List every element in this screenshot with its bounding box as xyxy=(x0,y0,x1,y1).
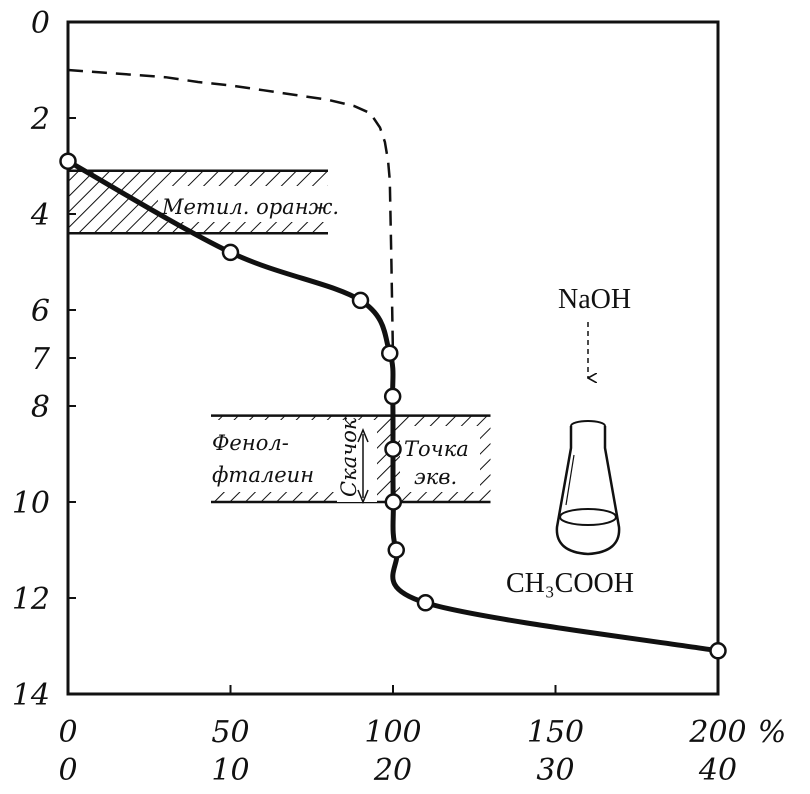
data-point xyxy=(221,243,240,262)
x-tick-label: 0 xyxy=(58,715,77,750)
data-point xyxy=(351,291,370,310)
indicator-zones xyxy=(68,169,491,504)
x-tick-label: 150 xyxy=(527,715,584,750)
analyte-label: CH₃COOH xyxy=(506,568,634,599)
flask-liquid-surface xyxy=(559,508,617,526)
x-tick-label: 50 xyxy=(211,715,249,750)
x2-tick-label: 10 xyxy=(211,753,249,788)
y-tick-label: 7 xyxy=(31,342,51,377)
data-point xyxy=(416,594,435,612)
flask-body xyxy=(555,426,621,556)
jump-label: Скачок xyxy=(337,417,361,497)
phenolphthalein-label-line2: фталеин xyxy=(212,463,314,487)
y-tick-label: 12 xyxy=(12,582,50,617)
data-point xyxy=(383,387,402,406)
x2-tick-label: 30 xyxy=(536,753,574,788)
y-tick-label: 6 xyxy=(31,294,50,329)
x2-tick-label: 20 xyxy=(373,753,412,788)
x2-tick-label: 0 xyxy=(58,753,77,788)
equivalence-label-line1: Точка xyxy=(404,437,469,461)
data-point xyxy=(709,642,727,660)
data-point xyxy=(387,541,405,559)
y-tick-label: 14 xyxy=(12,678,50,713)
strong-acid-curve xyxy=(67,68,395,512)
x-unit-label: % xyxy=(758,715,787,750)
data-point xyxy=(384,440,402,458)
jump-label-bg xyxy=(337,420,377,502)
y-tick-label: 8 xyxy=(31,390,50,425)
data-point xyxy=(384,493,403,511)
chart-labels: Метил. оранж. Фенол-фталеин Точка экв. Скачо… xyxy=(161,195,469,504)
data-points xyxy=(59,152,727,660)
jump-arrow-down xyxy=(357,489,369,504)
x-tick-label: 100 xyxy=(364,715,421,750)
flask-shine xyxy=(565,454,575,506)
methyl-orange-label-bg xyxy=(158,186,348,222)
x-tick-label: 200 xyxy=(688,715,746,750)
y-tick-label: 10 xyxy=(12,486,50,521)
data-point xyxy=(381,344,399,362)
x2-tick-label: 40 xyxy=(698,753,737,788)
y-tick-label: 2 xyxy=(30,102,50,137)
y-tick-label: 0 xyxy=(31,6,50,41)
data-point xyxy=(59,152,77,170)
phenolphthalein-label-line1: Фенол- xyxy=(212,431,289,455)
phenolphthalein-label-bg xyxy=(207,420,337,492)
y-tick-label: 4 xyxy=(30,198,50,233)
methyl-orange-label: Метил. оранж. xyxy=(161,195,339,219)
titrant-label: NaOH xyxy=(558,284,631,315)
jump-arrow-up xyxy=(357,428,369,443)
flask-illustration: NaOH CH₃COOH xyxy=(506,284,634,599)
equivalence-label-line2: экв. xyxy=(414,465,457,489)
equivalence-label-bg xyxy=(400,426,480,492)
